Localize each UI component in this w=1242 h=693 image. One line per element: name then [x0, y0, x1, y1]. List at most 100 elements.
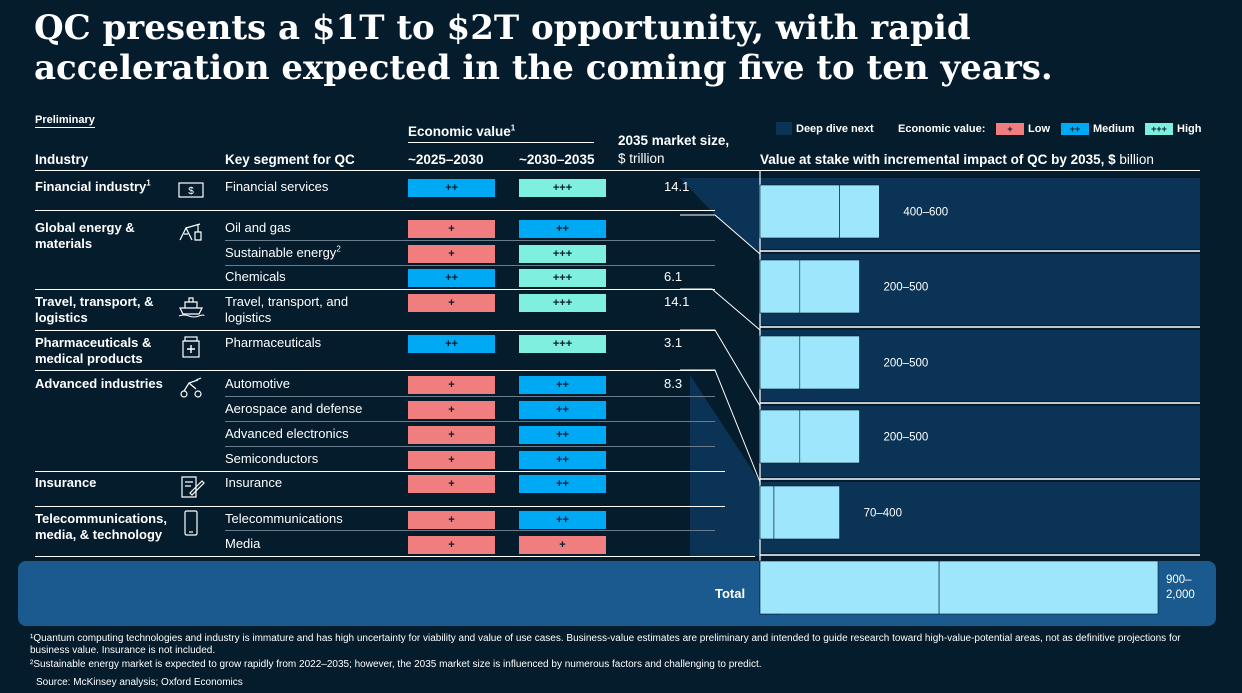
- footnote-1: ¹Quantum computing technologies and indu…: [30, 633, 1181, 656]
- segment-label: Advanced electronics: [225, 426, 349, 441]
- bar-low: [759, 409, 801, 464]
- bar-range: [799, 259, 860, 314]
- econ-value-pill-p2: +++: [519, 269, 606, 287]
- footnote-2: ²Sustainable energy market is expected t…: [30, 659, 762, 670]
- svg-text:$: $: [188, 186, 194, 197]
- econ-value-pill-p1: +: [408, 426, 495, 444]
- legend-high-swatch: +++: [1145, 123, 1173, 135]
- legend-deep-dive: Deep dive next: [796, 123, 874, 135]
- industry-header: Industry: [35, 152, 89, 167]
- bar-low: [759, 184, 840, 239]
- segment-label: Financial services: [225, 179, 329, 194]
- ship-icon: [176, 292, 206, 318]
- econ-value-pill-p1: ++: [408, 179, 495, 197]
- bar-value-label: 200–500: [884, 282, 929, 294]
- total-label: Total: [715, 586, 746, 601]
- market-size-value: 8.3: [664, 376, 683, 391]
- deep-dive-band: [760, 178, 1200, 249]
- deep-dive-band: [760, 482, 1200, 553]
- segment-label: Travel, transport, and logistics: [225, 294, 349, 325]
- legend-econ-label: Economic value:: [898, 123, 986, 135]
- econ-value-pill-p2: ++: [519, 401, 606, 419]
- econ-value-pill-p2: ++: [519, 511, 606, 529]
- econ-value-pill-p2: ++: [519, 376, 606, 394]
- source-note: Source: McKinsey analysis; Oxford Econom…: [36, 677, 243, 688]
- econ-value-pill-p1: ++: [408, 335, 495, 353]
- bar-low: [759, 335, 801, 390]
- segment-label: Pharmaceuticals: [225, 335, 322, 350]
- segment-label: Sustainable energy2: [225, 244, 341, 260]
- connector-line: [680, 329, 761, 407]
- bar-low: [759, 259, 801, 314]
- market-size-value: 14.1: [664, 294, 690, 309]
- bar-value-label: 70–400: [864, 508, 902, 520]
- period1-header: ~2025–2030: [408, 152, 484, 167]
- industry-label: Pharmaceuticals & medical products: [35, 335, 152, 366]
- market-size-value: 14.1: [664, 179, 690, 194]
- econ-value-pill-p2: +: [519, 536, 606, 554]
- period2-header: ~2030–2035: [519, 152, 595, 167]
- oil-pump-icon: [176, 218, 206, 244]
- bar-range: [839, 184, 880, 239]
- phone-icon: [176, 509, 206, 536]
- econ-value-pill-p1: +: [408, 401, 495, 419]
- legend-low: Low: [1028, 123, 1050, 135]
- segment-label: Media: [225, 536, 261, 551]
- money-icon: $: [176, 177, 206, 203]
- bar-value-label: 200–500: [884, 358, 929, 370]
- econ-value-pill-p2: ++: [519, 220, 606, 238]
- econ-value-pill-p2: +++: [519, 294, 606, 312]
- deep-dive-swatch: [776, 122, 792, 135]
- connector-line: [680, 369, 761, 483]
- bar-range: [799, 335, 860, 390]
- econ-value-pill-p2: ++: [519, 475, 606, 493]
- deep-dive-band: [760, 330, 1200, 401]
- market-size-value: 6.1: [664, 269, 683, 284]
- econ-value-pill-p2: ++: [519, 426, 606, 444]
- robot-arm-icon: [176, 374, 206, 400]
- econ-value-pill-p2: +++: [519, 245, 606, 263]
- legend-medium-swatch: ++: [1061, 123, 1089, 135]
- segment-header: Key segment for QC: [225, 152, 355, 167]
- econ-value-pill-p2: ++: [519, 451, 606, 469]
- connector-shape: [690, 375, 760, 556]
- industry-label: Insurance: [35, 475, 97, 490]
- bar-low: [759, 485, 775, 540]
- segment-label: Chemicals: [225, 269, 286, 284]
- industry-label: Telecommunications, media, & technology: [35, 511, 167, 542]
- industry-label: Travel, transport, & logistics: [35, 294, 154, 325]
- bar-range: [799, 409, 860, 464]
- deep-dive-band: [760, 254, 1200, 325]
- econ-value-pill-p1: +: [408, 475, 495, 493]
- medicine-icon: [176, 333, 206, 359]
- market-size-header: 2035 market size,: [618, 133, 730, 148]
- legend-low-swatch: +: [996, 123, 1024, 135]
- segment-label: Automotive: [225, 376, 291, 391]
- econ-value-header: Economic value1: [408, 123, 516, 139]
- econ-value-pill-p1: ++: [408, 269, 495, 287]
- market-size-value: 3.1: [664, 335, 683, 350]
- connector-line: [680, 214, 761, 255]
- bar-value-label: 400–600: [903, 207, 948, 219]
- legend-high: High: [1177, 123, 1202, 135]
- econ-value-pill-p2: +++: [519, 179, 606, 197]
- econ-value-pill-p1: +: [408, 245, 495, 263]
- value-at-stake-header: Value at stake with incremental impact o…: [760, 152, 1154, 167]
- preliminary-label: Preliminary: [35, 114, 95, 128]
- bar-range: [773, 485, 840, 540]
- econ-value-pill-p2: +++: [519, 335, 606, 353]
- deep-dive-band: [760, 406, 1200, 477]
- industry-label: Advanced industries: [35, 376, 163, 391]
- page-title: QC presents a $1T to $2T opportunity, wi…: [34, 8, 1053, 88]
- econ-value-pill-p1: +: [408, 511, 495, 529]
- market-size-unit: $ trillion: [618, 151, 665, 166]
- bar-value-label: 200–500: [884, 432, 929, 444]
- econ-value-pill-p1: +: [408, 376, 495, 394]
- econ-value-pill-p1: +: [408, 220, 495, 238]
- document-pen-icon: [176, 473, 206, 499]
- econ-value-pill-p1: +: [408, 294, 495, 312]
- segment-label: Aerospace and defense: [225, 401, 363, 416]
- industry-label: Financial industry1: [35, 178, 151, 194]
- econ-value-pill-p1: +: [408, 536, 495, 554]
- connector-shape: [680, 178, 760, 254]
